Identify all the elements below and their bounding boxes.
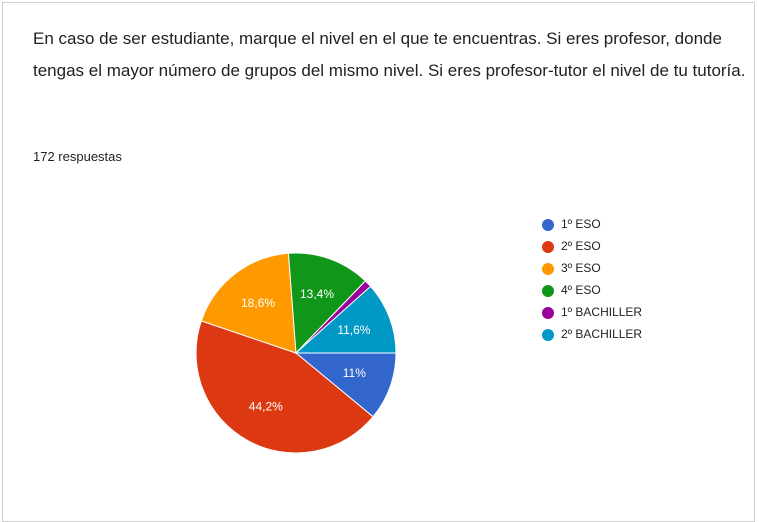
legend-swatch: [542, 219, 554, 231]
legend-swatch: [542, 329, 554, 341]
pie-slice: [200, 252, 297, 354]
legend-swatch: [542, 241, 554, 253]
legend-label: 1º BACHILLER: [561, 305, 642, 319]
slice-label: 18,6%: [241, 296, 275, 310]
legend-swatch: [542, 285, 554, 297]
legend-label: 2º BACHILLER: [561, 327, 642, 341]
legend-swatch: [542, 307, 554, 319]
chart: 11% 44,2% 18,6% 13,4% 11,6% 1º ESO 2º ESO 3º ES…: [195, 217, 642, 454]
question-title: En caso de ser estudiante, marque el niv…: [33, 29, 746, 80]
pie-slice: [294, 352, 397, 418]
slice-label: 44,2%: [249, 399, 283, 413]
legend-label: 1º ESO: [561, 217, 601, 231]
legend-label: 2º ESO: [561, 239, 601, 253]
response-count: 172 respuestas: [33, 149, 122, 164]
pie-slice: [287, 252, 367, 355]
pie-slice: [294, 285, 397, 354]
slice-label: 13,4%: [300, 287, 334, 301]
slice-label: 11%: [343, 366, 366, 380]
legend-label: 4º ESO: [561, 283, 601, 297]
legend-label: 3º ESO: [561, 261, 601, 275]
pie-slice: [195, 320, 374, 454]
legend-swatch: [542, 263, 554, 275]
slice-label: 11,6%: [337, 323, 370, 337]
